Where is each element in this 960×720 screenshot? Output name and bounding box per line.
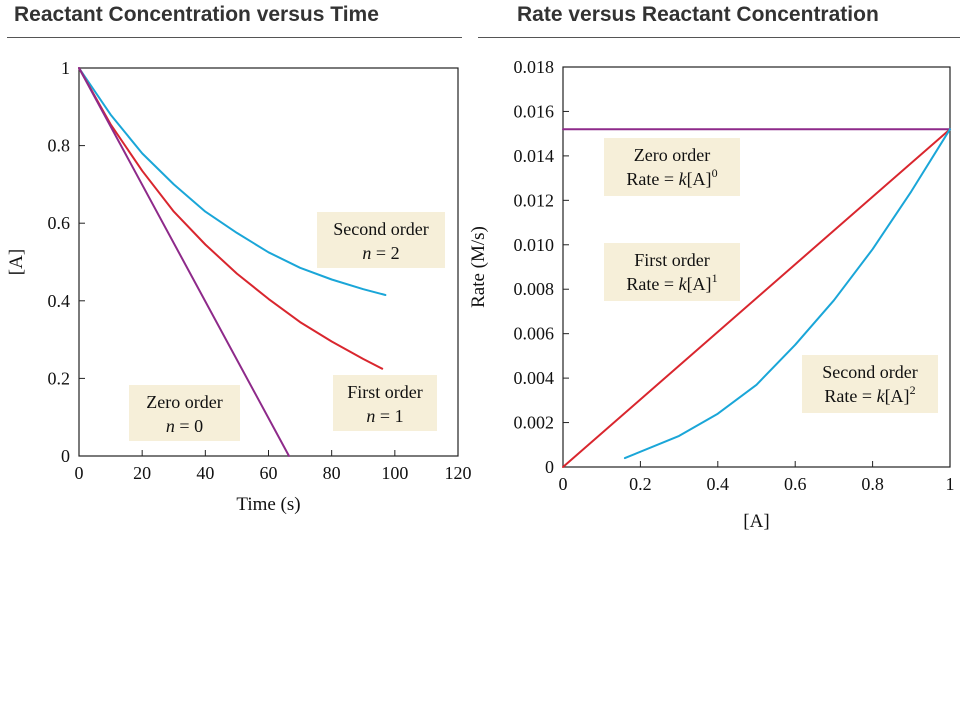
left-y-tick-label: 0.2 (48, 368, 71, 388)
right-chart-title: Rate versus Reactant Concentration (517, 3, 879, 26)
right-plot-frame (562, 66, 951, 468)
formula-n-variable: n (366, 406, 375, 426)
left-first-annotation-title: First order (347, 382, 423, 402)
formula-n-value: = 1 (375, 406, 403, 426)
right-y-tick-label: 0.014 (514, 146, 555, 166)
left-zero-annotation-formula: n = 0 (166, 416, 203, 436)
right-x-tick-label: 0.4 (707, 474, 730, 494)
right-y-tick-label: 0.004 (514, 368, 555, 388)
left-y-tick-label: 0.8 (48, 136, 71, 156)
right-chart: 0 0.2 0.4 0.6 0.8 1 0 0.002 0.004 0.006 0.008 0.010… (468, 57, 955, 532)
left-x-tick-label: 80 (323, 463, 341, 483)
left-second-order-annotation: Second order n = 2 (317, 212, 445, 268)
left-x-tick-label: 100 (381, 463, 408, 483)
left-second-annotation-box (317, 212, 445, 268)
right-second-annotation-box (802, 355, 938, 413)
left-x-tick-label: 0 (75, 463, 84, 483)
right-y-tick-label: 0.002 (514, 413, 555, 433)
left-x-tick-label: 120 (445, 463, 472, 483)
formula-exponent: 0 (712, 166, 718, 180)
left-zero-annotation-title: Zero order (146, 392, 222, 412)
formula-rate-text: Rate = (824, 386, 876, 406)
right-zero-annotation-box (604, 138, 740, 196)
left-first-annotation-box (333, 375, 437, 431)
right-x-tick-label: 0.6 (784, 474, 807, 494)
formula-concentration: [A] (885, 386, 910, 406)
left-zero-annotation-box (129, 385, 240, 441)
right-x-tick-label: 0.2 (629, 474, 652, 494)
left-zero-order-line (78, 67, 290, 457)
left-first-order-line (78, 67, 384, 370)
right-first-annotation-title: First order (634, 250, 710, 270)
right-y-tick-label: 0.006 (514, 324, 555, 344)
left-y-tick-label: 0 (61, 446, 70, 466)
left-first-annotation-formula: n = 1 (366, 406, 403, 426)
right-y-tick-label: 0 (545, 457, 554, 477)
right-first-order-line (562, 128, 951, 468)
left-x-tick-label: 20 (133, 463, 151, 483)
formula-n-value: = 2 (371, 243, 399, 263)
right-second-annotation-title: Second order (822, 362, 917, 382)
right-first-annotation-box (604, 243, 740, 301)
formula-k-variable: k (679, 274, 688, 294)
right-x-tick-label: 0 (559, 474, 568, 494)
left-second-annotation-formula: n = 2 (362, 243, 399, 263)
formula-exponent: 2 (910, 383, 916, 397)
right-y-tick-label: 0.008 (514, 279, 555, 299)
left-second-annotation-title: Second order (333, 219, 428, 239)
left-y-tick-label: 1 (61, 58, 70, 78)
formula-exponent: 1 (712, 271, 718, 285)
right-y-tick-label: 0.012 (514, 190, 555, 210)
formula-rate-text: Rate = (626, 169, 678, 189)
left-x-axis-label: Time (s) (236, 494, 300, 515)
left-y-tick-label: 0.4 (48, 291, 71, 311)
right-x-tick-label: 1 (946, 474, 955, 494)
formula-n-value: = 0 (175, 416, 203, 436)
right-x-axis-label: [A] (743, 511, 769, 532)
right-first-annotation-formula: Rate = k[A]1 (626, 271, 717, 294)
right-second-order-line (623, 128, 951, 460)
formula-concentration: [A] (687, 169, 712, 189)
right-second-annotation-formula: Rate = k[A]2 (824, 383, 915, 406)
left-x-tick-label: 60 (260, 463, 278, 483)
formula-concentration: [A] (687, 274, 712, 294)
left-chart-title: Reactant Concentration versus Time (14, 3, 379, 26)
right-y-tick-label: 0.010 (514, 235, 555, 255)
right-y-tick-label: 0.016 (514, 101, 555, 121)
right-y-axis-label: Rate (M/s) (468, 226, 489, 308)
formula-k-variable: k (679, 169, 688, 189)
left-x-tick-label: 40 (196, 463, 214, 483)
left-y-axis-label: [A] (6, 249, 27, 275)
left-y-tick-label: 0.6 (48, 213, 71, 233)
right-zero-annotation-formula: Rate = k[A]0 (626, 166, 717, 189)
left-chart: 0 20 40 60 80 100 120 0 0.2 0.4 0.6 0.8 1 Time (s) [A]… (6, 58, 472, 515)
formula-rate-text: Rate = (626, 274, 678, 294)
formula-n-variable: n (362, 243, 371, 263)
left-zero-order-annotation: Zero order n = 0 (129, 385, 240, 441)
formula-n-variable: n (166, 416, 175, 436)
formula-k-variable: k (877, 386, 886, 406)
right-zero-annotation-title: Zero order (634, 145, 710, 165)
right-x-tick-label: 0.8 (861, 474, 884, 494)
right-y-tick-label: 0.018 (514, 57, 555, 77)
right-title-rule (478, 37, 960, 38)
left-first-order-annotation: First order n = 1 (333, 375, 437, 431)
left-second-order-line (78, 67, 387, 296)
left-title-rule (7, 37, 462, 38)
